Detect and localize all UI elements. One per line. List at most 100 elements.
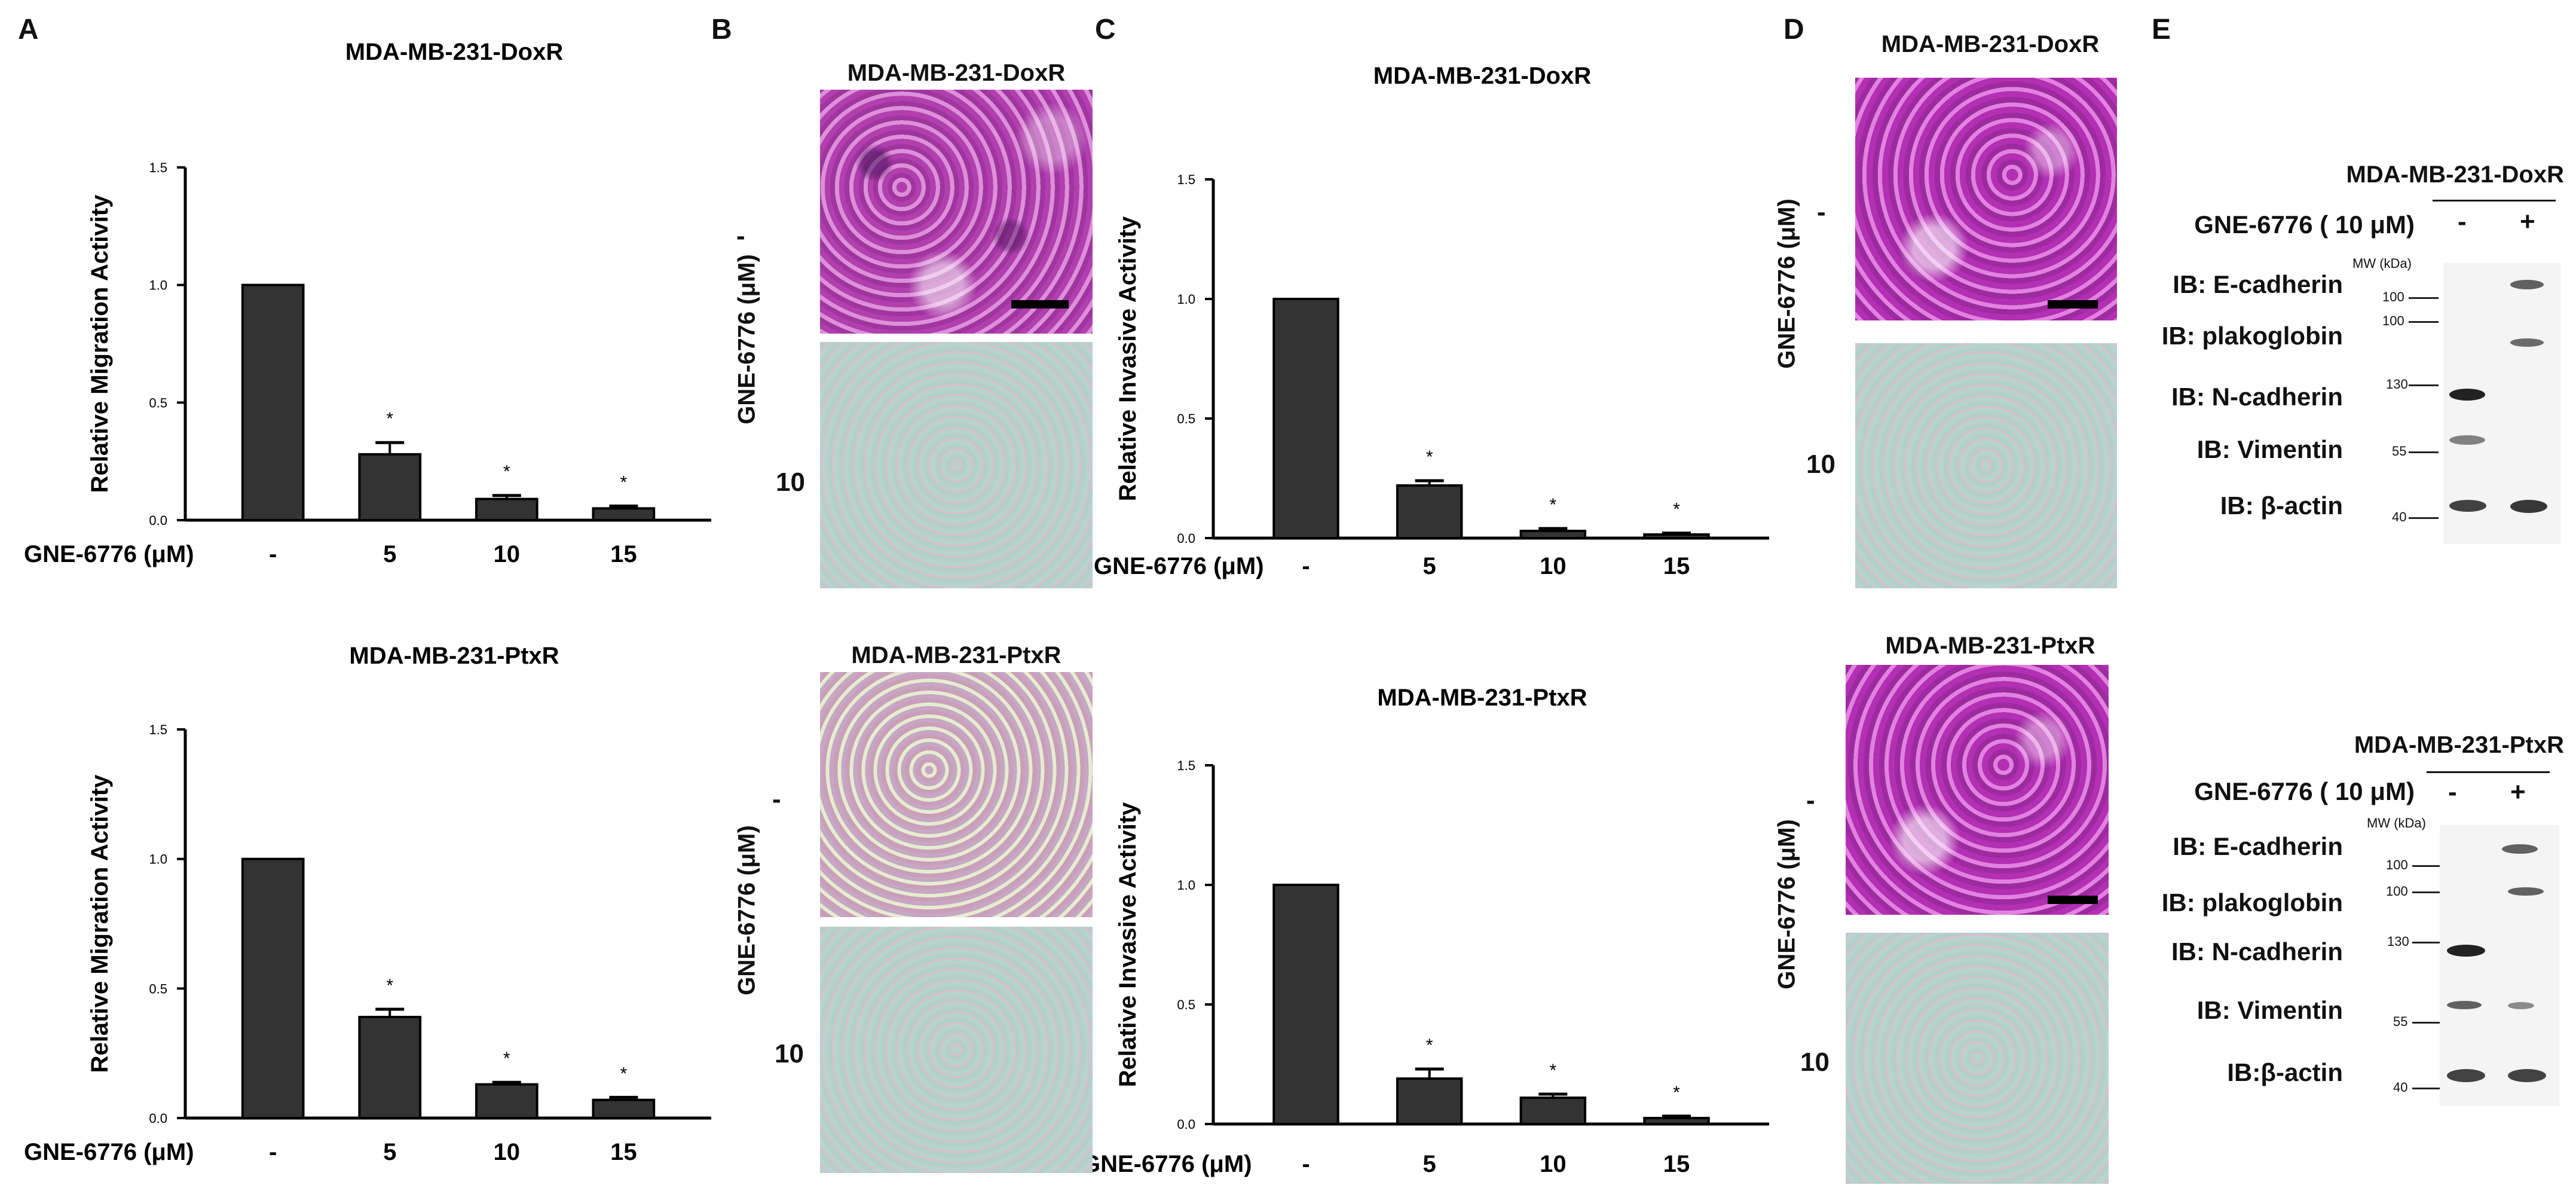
panel-d-top-title: MDA-MB-231-DoxR bbox=[1881, 31, 2100, 57]
panel-b-top-row-label-10: 10 bbox=[776, 468, 805, 497]
bar-10 bbox=[475, 1083, 539, 1120]
significance-star: * bbox=[620, 472, 627, 492]
bar-- bbox=[1272, 298, 1339, 539]
y-tick-label: 1.0 bbox=[149, 852, 167, 867]
category-label: - bbox=[269, 541, 277, 567]
blot-ptxr-mw-actin: 40 bbox=[2393, 1080, 2408, 1095]
y-tick-label: 1.5 bbox=[1177, 172, 1195, 187]
blot-ptxr-lane-plus: + bbox=[2510, 777, 2526, 807]
blot-ptxr-mw-header: MW (kDa) bbox=[2367, 816, 2426, 830]
bar-10 bbox=[1519, 530, 1587, 539]
blot-doxr-mw-header: MW (kDa) bbox=[2352, 256, 2412, 271]
y-tick-label: 0.5 bbox=[1177, 997, 1195, 1012]
blot-ptxr-label-ecadherin: IB: E-cadherin bbox=[2173, 832, 2343, 860]
micrograph-ptxr-control bbox=[820, 672, 1093, 917]
x-axis-label: GNE-6776 (μM) bbox=[24, 1139, 194, 1165]
bar-10 bbox=[475, 497, 539, 521]
panel-b-bottom-axis-label: GNE-6776 (μM) bbox=[733, 825, 760, 995]
blot-doxr-label-plakoglobin: IB: plakoglobin bbox=[2161, 322, 2343, 350]
category-label: 15 bbox=[1663, 1151, 1690, 1177]
y-tick-label: 1.5 bbox=[1177, 758, 1195, 773]
blot-doxr-treatment-label: GNE-6776 ( 10 μM) bbox=[2194, 210, 2415, 239]
y-axis-label: Relative Migration Activity bbox=[87, 774, 113, 1073]
panel-b-bottom-row-label-10: 10 bbox=[775, 1039, 804, 1068]
category-label: 5 bbox=[383, 1139, 396, 1165]
bar-- bbox=[241, 283, 305, 521]
y-tick-label: 0.0 bbox=[1177, 1117, 1195, 1132]
y-axis-label: Relative Migration Activity bbox=[87, 194, 113, 493]
bar-5 bbox=[1396, 484, 1463, 539]
chart-title: MDA-MB-231-DoxR bbox=[345, 39, 564, 65]
significance-star: * bbox=[386, 976, 393, 995]
bar-5 bbox=[358, 453, 422, 521]
blot-ptxr-mw-vimentin: 55 bbox=[2393, 1014, 2408, 1029]
significance-star: * bbox=[1673, 500, 1680, 520]
blot-doxr-label-ecadherin: IB: E-cadherin bbox=[2173, 270, 2343, 298]
y-tick-label: 0.5 bbox=[1177, 411, 1195, 426]
band-doxr-plakoglobin-plus bbox=[2510, 338, 2544, 347]
category-label: 10 bbox=[1540, 553, 1567, 579]
band-ptxr-ecadherin-plus bbox=[2502, 844, 2538, 854]
category-label: 5 bbox=[1423, 553, 1436, 579]
panel-label-d: D bbox=[1783, 14, 1804, 45]
panel-d-top-axis-label: GNE-6776 (μM) bbox=[1773, 198, 1800, 369]
significance-star: * bbox=[503, 1049, 510, 1068]
panel-label-c: C bbox=[1095, 14, 1116, 45]
category-label: 15 bbox=[610, 1139, 637, 1165]
panel-d-bottom-axis-label: GNE-6776 (μM) bbox=[1773, 819, 1800, 990]
blot-ptxr-lane-minus: - bbox=[2448, 777, 2457, 807]
blot-ptxr-membrane bbox=[2440, 825, 2559, 1106]
y-tick-label: 1.0 bbox=[149, 278, 167, 293]
category-label: 5 bbox=[383, 541, 396, 567]
band-ptxr-plakoglobin-plus bbox=[2508, 887, 2544, 896]
band-ptxr-actin-minus bbox=[2447, 1069, 2485, 1082]
panel-d-top-row-label-10: 10 bbox=[1806, 450, 1835, 479]
significance-star: * bbox=[1426, 447, 1433, 467]
panel-label-a: A bbox=[18, 14, 39, 45]
panel-b-top-row-label-minus: - bbox=[736, 221, 745, 251]
panel-d-bottom-row-label-minus: - bbox=[1806, 786, 1815, 815]
band-ptxr-actin-plus bbox=[2508, 1069, 2546, 1082]
chart-title: MDA-MB-231-PtxR bbox=[1377, 685, 1587, 711]
y-axis-label: Relative Invasive Activity bbox=[1115, 216, 1141, 501]
blot-ptxr-mw-plakoglobin: 100 bbox=[2386, 884, 2408, 899]
blot-ptxr-treatment-label: GNE-6776 ( 10 μM) bbox=[2194, 777, 2415, 805]
blot-doxr-lane-minus: - bbox=[2458, 207, 2467, 236]
invasion-chart-doxr: MDA-MB-231-DoxR 0.0 0.5 1.0 1.5 Relative Inva… bbox=[1094, 63, 1769, 579]
y-axis-label: Relative Invasive Activity bbox=[1115, 802, 1141, 1087]
scale-bar bbox=[1011, 300, 1069, 309]
blot-doxr-lane-plus: + bbox=[2520, 207, 2535, 236]
blot-ptxr-label-vimentin: IB: Vimentin bbox=[2196, 996, 2343, 1024]
bar-15 bbox=[1643, 533, 1710, 539]
panel-d-bottom-row-label-10: 10 bbox=[1800, 1048, 1829, 1077]
significance-star: * bbox=[1673, 1083, 1680, 1103]
blot-ptxr-mw-ncadherin: 130 bbox=[2387, 934, 2409, 949]
scale-bar bbox=[2048, 300, 2098, 309]
significance-star: * bbox=[386, 409, 393, 429]
y-tick-label: 1.0 bbox=[1177, 292, 1195, 307]
x-axis-label: GNE-6776 (μM) bbox=[24, 541, 194, 567]
category-label: - bbox=[269, 1139, 277, 1165]
panel-b-bottom-row-label-minus: - bbox=[772, 784, 781, 814]
bar-- bbox=[1272, 884, 1339, 1125]
blot-doxr-mw-ncadherin: 130 bbox=[2386, 377, 2408, 392]
blot-doxr-title: MDA-MB-231-DoxR bbox=[2346, 161, 2564, 188]
bar-- bbox=[241, 857, 305, 1119]
blot-doxr-mw-ecadherin: 100 bbox=[2382, 289, 2404, 304]
bar-5 bbox=[1396, 1077, 1463, 1125]
category-label: 15 bbox=[1663, 553, 1690, 579]
chart-title: MDA-MB-231-DoxR bbox=[1373, 63, 1592, 89]
category-label: 10 bbox=[494, 541, 521, 567]
blot-ptxr-label-ncadherin: IB: N-cadherin bbox=[2171, 937, 2343, 966]
blot-doxr-membrane bbox=[2443, 263, 2560, 544]
bar-15 bbox=[592, 1098, 656, 1120]
blot-ptxr-label-plakoglobin: IB: plakoglobin bbox=[2161, 888, 2343, 917]
x-axis-label: GNE-6776 (μM) bbox=[1082, 1151, 1252, 1177]
y-tick-label: 0.5 bbox=[149, 395, 167, 410]
micrograph-d-doxr-control bbox=[1855, 78, 2117, 320]
scale-bar bbox=[2048, 896, 2098, 904]
blot-doxr-mw-actin: 40 bbox=[2392, 509, 2407, 524]
blot-doxr-label-ncadherin: IB: N-cadherin bbox=[2171, 383, 2343, 411]
panel-b-bottom-title: MDA-MB-231-PtxR bbox=[851, 642, 1061, 668]
invasion-chart-ptxr: MDA-MB-231-PtxR 0.0 0.5 1.0 1.5 Relative Inva… bbox=[1082, 685, 1769, 1177]
